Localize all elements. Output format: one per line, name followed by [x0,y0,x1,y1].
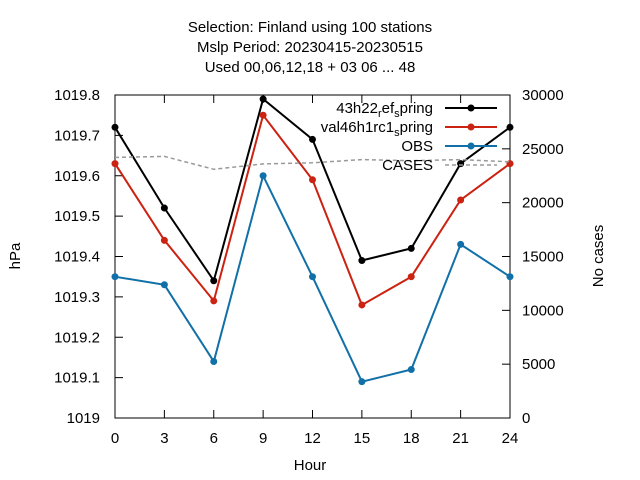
x-tick-label: 21 [452,430,469,447]
x-tick-label: 9 [259,430,267,447]
y-tick-label: 1019.8 [54,87,100,104]
y-tick-label: 1019 [67,410,100,427]
y-axis-label: hPa [7,242,24,269]
series-point-2 [457,240,465,248]
x-tick-label: 6 [210,430,218,447]
legend-label-part: CASES [382,157,433,174]
series-point-0 [506,123,514,131]
series-point-0 [259,95,267,103]
series-point-1 [309,176,316,184]
y-tick-label: 1019.6 [54,168,100,185]
series-point-0 [457,160,465,168]
legend-label-part: pring [400,119,433,136]
plot-frame [114,94,511,419]
x-axis-label: Hour [294,457,327,474]
x-tick-label: 15 [354,430,371,447]
legend-marker-2 [467,142,475,150]
series-point-0 [407,244,415,252]
legend-label-part: val46h1rc1 [321,119,394,136]
series-point-0 [358,257,366,265]
series-point-0 [309,135,316,143]
legend-label-3: CASES [382,157,433,174]
y2-tick-label: 30000 [522,87,564,104]
legend-marker-0 [467,104,475,112]
series-lines [111,95,514,386]
legend-label-part: s [394,108,400,120]
chart-title-line: Mslp Period: 20230415-20230515 [197,39,423,56]
legend-label-part: r [378,108,382,120]
series-point-2 [309,273,316,281]
chart-title-line: Used 00,06,12,18 + 03 06 ... 48 [205,59,416,76]
legend-label-part: pring [400,100,433,117]
legend-label-1: val46h1rc1spring [321,119,433,139]
legend-label-part: ef [382,100,395,117]
legend-label-0: 43h22refspring [336,100,433,120]
y-tick-label: 1019.4 [54,249,100,266]
y2-tick-label: 0 [522,410,530,427]
series-point-0 [111,123,119,131]
chart-title-line: Selection: Finland using 100 stations [188,19,432,36]
y2-tick-label: 20000 [522,195,564,212]
series-point-0 [160,204,168,212]
chart-title: Selection: Finland using 100 stations Msl… [188,19,432,76]
x-tick-label: 24 [502,430,519,447]
y2-tick-label: 10000 [522,302,564,319]
series-point-1 [259,111,267,119]
series-line-3 [114,155,511,171]
x-axis-ticks: 0 3 6 9 12 15 18 21 24 [111,95,519,447]
legend-label-part: 43h22 [336,100,378,117]
x-tick-label: 3 [160,430,168,447]
series-point-0 [210,277,218,285]
series-point-2 [358,378,366,386]
y-tick-label: 1019.2 [54,329,100,346]
series-point-2 [407,366,415,374]
legend-label-part: OBS [401,138,433,155]
y2-tick-label: 5000 [522,356,555,373]
series-point-1 [358,301,366,309]
x-tick-label: 18 [403,430,420,447]
series-point-2 [111,273,119,281]
y2-axis-ticks: 0 5000 10000 15000 20000 25000 30000 [502,87,564,427]
series-point-2 [259,172,267,180]
y2-axis-label: No cases [590,225,607,288]
series-point-2 [160,281,168,289]
y-tick-label: 1019.1 [54,370,100,387]
series-point-1 [160,236,168,244]
series-point-1 [407,273,415,281]
y-tick-label: 1019.3 [54,289,100,306]
series-point-1 [111,160,119,168]
legend-label-part: s [394,127,400,139]
plot-border [114,94,511,419]
y2-tick-label: 15000 [522,249,564,266]
x-tick-label: 0 [111,430,119,447]
x-tick-label: 12 [304,430,321,447]
series-point-1 [210,297,218,305]
legend-label-2: OBS [401,138,433,155]
y-tick-label: 1019.7 [54,127,100,144]
y-axis-ticks: 1019 1019.1 1019.2 1019.3 1019.4 1019.5 1019.6… [54,87,123,427]
series-point-1 [457,196,465,204]
y-tick-label: 1019.5 [54,208,100,225]
series-point-2 [506,273,514,281]
y2-tick-label: 25000 [522,141,564,158]
series-point-2 [210,357,218,365]
legend-marker-1 [467,123,475,131]
